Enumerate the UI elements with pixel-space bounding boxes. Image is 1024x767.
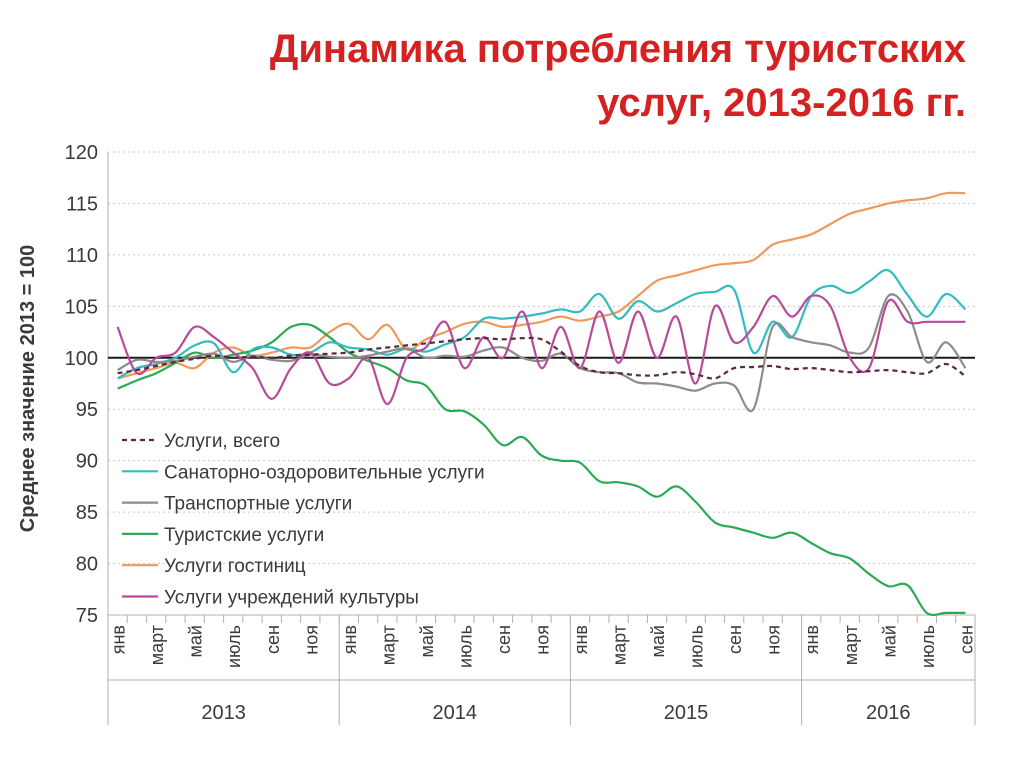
legend-label: Услуги гостиниц — [164, 556, 306, 577]
x-month-label: ноя — [301, 625, 321, 655]
x-month-label: сен — [725, 625, 745, 654]
series-line-4 — [117, 191, 966, 380]
y-tick-label: 90 — [76, 451, 98, 473]
page-title-line-1: Динамика потребления туристских — [269, 27, 966, 71]
x-month-label: сен — [263, 625, 283, 654]
x-month-label: ноя — [764, 625, 784, 655]
series-line-5 — [116, 294, 966, 406]
x-month-label: май — [417, 625, 437, 657]
y-tick-label: 110 — [66, 245, 98, 267]
y-tick-label: 115 — [66, 193, 98, 215]
x-month-label: март — [610, 625, 630, 665]
y-tick-label: 100 — [65, 348, 98, 370]
x-month-label: май — [186, 625, 206, 657]
legend-label: Санаторно-оздоровительные услуги — [164, 462, 485, 483]
x-month-label: март — [147, 625, 167, 665]
y-tick-label: 80 — [76, 554, 98, 576]
y-tick-label: 120 — [65, 142, 98, 164]
x-month-label: май — [648, 625, 668, 657]
x-axis: янв март май июль сен ноя янв март май июль сен ноя… — [107, 152, 976, 725]
legend-label: Услуги учреждений культуры — [164, 588, 419, 609]
x-year-label: 2014 — [433, 702, 478, 724]
x-year-label: 2013 — [201, 702, 246, 724]
y-axis-label: Среднее значение 2013 = 100 — [17, 245, 39, 532]
x-month-label: янв — [109, 625, 129, 654]
page-title-line-2: услуг, 2013-2016 гг. — [597, 81, 966, 125]
series-line-3 — [117, 322, 966, 617]
chart-legend: Услуги, всего Санаторно-оздоровительные у… — [122, 431, 485, 609]
x-month-label: июль — [687, 625, 707, 668]
series-line-0 — [117, 336, 967, 380]
x-month-label: март — [841, 625, 861, 665]
chart-series — [116, 191, 967, 617]
x-month-label: сен — [494, 625, 514, 654]
x-year-label: 2015 — [664, 702, 709, 724]
x-month-label: янв — [340, 625, 360, 654]
y-tick-label: 75 — [76, 605, 98, 627]
series-line-1 — [117, 268, 967, 380]
x-month-label: янв — [571, 625, 591, 654]
y-axis-ticks: 75 80 85 90 95 100 105 110 115 120 — [65, 142, 98, 627]
x-month-label: март — [378, 625, 398, 665]
legend-label: Транспортные услуги — [164, 494, 352, 515]
legend-label: Туристские услуги — [164, 525, 324, 546]
y-tick-label: 85 — [76, 502, 98, 524]
y-tick-label: 105 — [65, 296, 98, 318]
x-month-label: май — [879, 625, 899, 657]
x-month-label: ноя — [533, 625, 553, 655]
x-month-label: июль — [224, 625, 244, 668]
y-tick-label: 95 — [76, 399, 98, 421]
x-month-label: июль — [918, 625, 938, 668]
series-line-2 — [117, 293, 967, 413]
x-year-label: 2016 — [866, 702, 911, 724]
x-month-label: янв — [802, 625, 822, 654]
x-month-label: сен — [956, 625, 976, 654]
legend-label: Услуги, всего — [164, 431, 280, 452]
x-month-label: июль — [455, 625, 475, 668]
